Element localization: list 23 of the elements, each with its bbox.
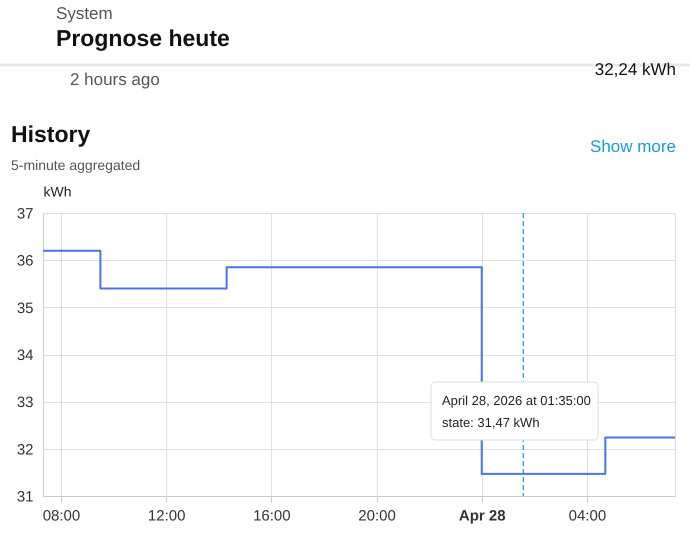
text: 5-minute aggregated <box>11 157 140 173</box>
x-tick-label: 16:00 <box>253 508 291 524</box>
y-tick-label: 37 <box>16 206 34 222</box>
text: History <box>11 121 90 147</box>
y-tick-label: 35 <box>16 300 34 317</box>
y-tick-label: 34 <box>16 347 34 364</box>
y-tick-label: 32 <box>16 441 34 458</box>
text: Show more <box>590 137 676 156</box>
y-tick-label: 33 <box>16 394 34 412</box>
x-tick-label: Apr 28 <box>458 508 506 524</box>
annotation: state: 31,47 kWh <box>442 415 540 430</box>
x-tick-label: 12:00 <box>148 508 186 524</box>
x-tick-label: 20:00 <box>358 508 396 524</box>
x-tick-label: 08:00 <box>42 508 80 524</box>
text: 2 hours ago <box>70 70 160 89</box>
y-axis-title: kWh <box>44 184 72 200</box>
chart-subtitle: System <box>56 4 113 23</box>
y-tick-label: 31 <box>16 488 34 506</box>
text: 32,24 kWh <box>594 60 676 79</box>
chart-title: Prognose heute <box>56 25 230 51</box>
annotation: April 28, 2026 at 01:35:00 <box>442 393 591 408</box>
x-tick-label: 04:00 <box>568 508 606 524</box>
y-tick-label: 36 <box>16 252 34 270</box>
